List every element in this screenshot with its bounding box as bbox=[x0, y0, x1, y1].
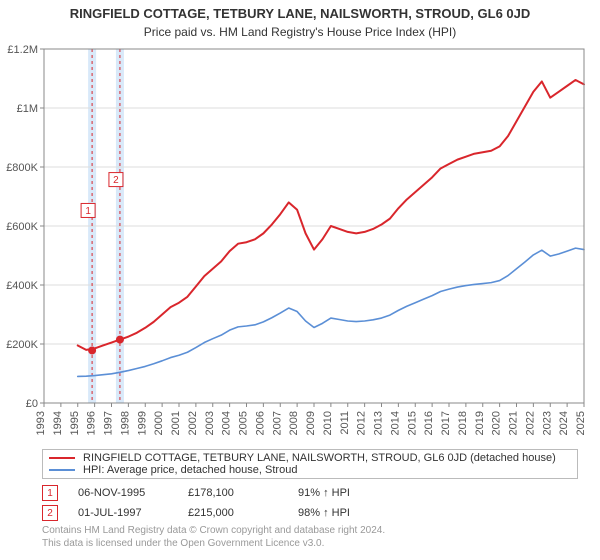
svg-text:1998: 1998 bbox=[119, 411, 131, 435]
svg-text:2000: 2000 bbox=[153, 411, 165, 435]
svg-text:2010: 2010 bbox=[322, 411, 334, 435]
chart-svg: £0 £200K £400K £600K £800K £1M £1.2M 1993 1994 19… bbox=[0, 43, 600, 443]
svg-text:2021: 2021 bbox=[508, 411, 520, 435]
svg-text:2008: 2008 bbox=[288, 411, 300, 435]
svg-text:2015: 2015 bbox=[406, 411, 418, 435]
svg-text:£1M: £1M bbox=[17, 103, 38, 115]
copyright-line-2: This data is licensed under the Open Gov… bbox=[42, 538, 578, 551]
chart-area: £0 £200K £400K £600K £800K £1M £1.2M 1993 1994 19… bbox=[0, 43, 600, 443]
sale-date-2: 01-JUL-1997 bbox=[78, 507, 188, 519]
svg-text:2019: 2019 bbox=[474, 411, 486, 435]
svg-text:1994: 1994 bbox=[52, 411, 64, 435]
svg-text:2006: 2006 bbox=[254, 411, 266, 435]
chart-subtitle: Price paid vs. HM Land Registry's House … bbox=[0, 21, 600, 43]
svg-text:2018: 2018 bbox=[457, 411, 469, 435]
svg-text:2004: 2004 bbox=[221, 411, 233, 435]
legend-swatch-hpi bbox=[49, 469, 75, 471]
svg-text:2011: 2011 bbox=[339, 411, 351, 435]
svg-text:1999: 1999 bbox=[136, 411, 148, 435]
svg-text:2013: 2013 bbox=[373, 411, 385, 435]
svg-text:2022: 2022 bbox=[524, 411, 536, 435]
svg-text:£600K: £600K bbox=[6, 221, 38, 233]
svg-text:2023: 2023 bbox=[541, 411, 553, 435]
svg-text:2001: 2001 bbox=[170, 411, 182, 435]
svg-text:1997: 1997 bbox=[103, 411, 115, 435]
legend-swatch-property bbox=[49, 457, 75, 459]
legend-box: RINGFIELD COTTAGE, TETBURY LANE, NAILSWO… bbox=[42, 449, 578, 479]
svg-text:2009: 2009 bbox=[305, 411, 317, 435]
svg-text:1996: 1996 bbox=[86, 411, 98, 435]
svg-text:£800K: £800K bbox=[6, 162, 38, 174]
sale-badge-1: 1 bbox=[42, 485, 58, 501]
sale-note-2: 2 01-JUL-1997 £215,000 98% ↑ HPI bbox=[42, 505, 578, 521]
chart-title: RINGFIELD COTTAGE, TETBURY LANE, NAILSWO… bbox=[0, 0, 600, 21]
sale-date-1: 06-NOV-1995 bbox=[78, 487, 188, 499]
svg-text:2002: 2002 bbox=[187, 411, 199, 435]
svg-text:1995: 1995 bbox=[69, 411, 81, 435]
sale-pct-1: 91% ↑ HPI bbox=[298, 487, 388, 499]
copyright-line-1: Contains HM Land Registry data © Crown c… bbox=[42, 525, 578, 538]
root: RINGFIELD COTTAGE, TETBURY LANE, NAILSWO… bbox=[0, 0, 600, 560]
sale-notes: 1 06-NOV-1995 £178,100 91% ↑ HPI 2 01-JU… bbox=[42, 485, 578, 521]
copyright-text: Contains HM Land Registry data © Crown c… bbox=[42, 525, 578, 550]
svg-text:2014: 2014 bbox=[389, 411, 401, 435]
svg-text:2012: 2012 bbox=[356, 411, 368, 435]
legend-row-property: RINGFIELD COTTAGE, TETBURY LANE, NAILSWO… bbox=[49, 452, 571, 464]
legend-label-hpi: HPI: Average price, detached house, Stro… bbox=[83, 464, 297, 476]
svg-text:2020: 2020 bbox=[491, 411, 503, 435]
sale-pct-2: 98% ↑ HPI bbox=[298, 507, 388, 519]
svg-text:£200K: £200K bbox=[6, 339, 38, 351]
svg-text:2005: 2005 bbox=[238, 411, 250, 435]
legend-row-hpi: HPI: Average price, detached house, Stro… bbox=[49, 464, 571, 476]
svg-text:£1.2M: £1.2M bbox=[7, 44, 38, 56]
sale-badge-2: 2 bbox=[42, 505, 58, 521]
legend-label-property: RINGFIELD COTTAGE, TETBURY LANE, NAILSWO… bbox=[83, 452, 556, 464]
svg-text:1993: 1993 bbox=[35, 411, 47, 435]
sale-note-1: 1 06-NOV-1995 £178,100 91% ↑ HPI bbox=[42, 485, 578, 501]
sale-price-2: £215,000 bbox=[188, 507, 298, 519]
svg-text:£0: £0 bbox=[26, 398, 38, 410]
svg-text:£400K: £400K bbox=[6, 280, 38, 292]
sale-price-1: £178,100 bbox=[188, 487, 298, 499]
svg-text:2025: 2025 bbox=[575, 411, 587, 435]
svg-text:2: 2 bbox=[113, 175, 119, 186]
svg-text:2016: 2016 bbox=[423, 411, 435, 435]
svg-text:2024: 2024 bbox=[558, 411, 570, 435]
svg-text:2003: 2003 bbox=[204, 411, 216, 435]
svg-text:2007: 2007 bbox=[271, 411, 283, 435]
svg-text:1: 1 bbox=[85, 206, 91, 217]
svg-text:2017: 2017 bbox=[440, 411, 452, 435]
